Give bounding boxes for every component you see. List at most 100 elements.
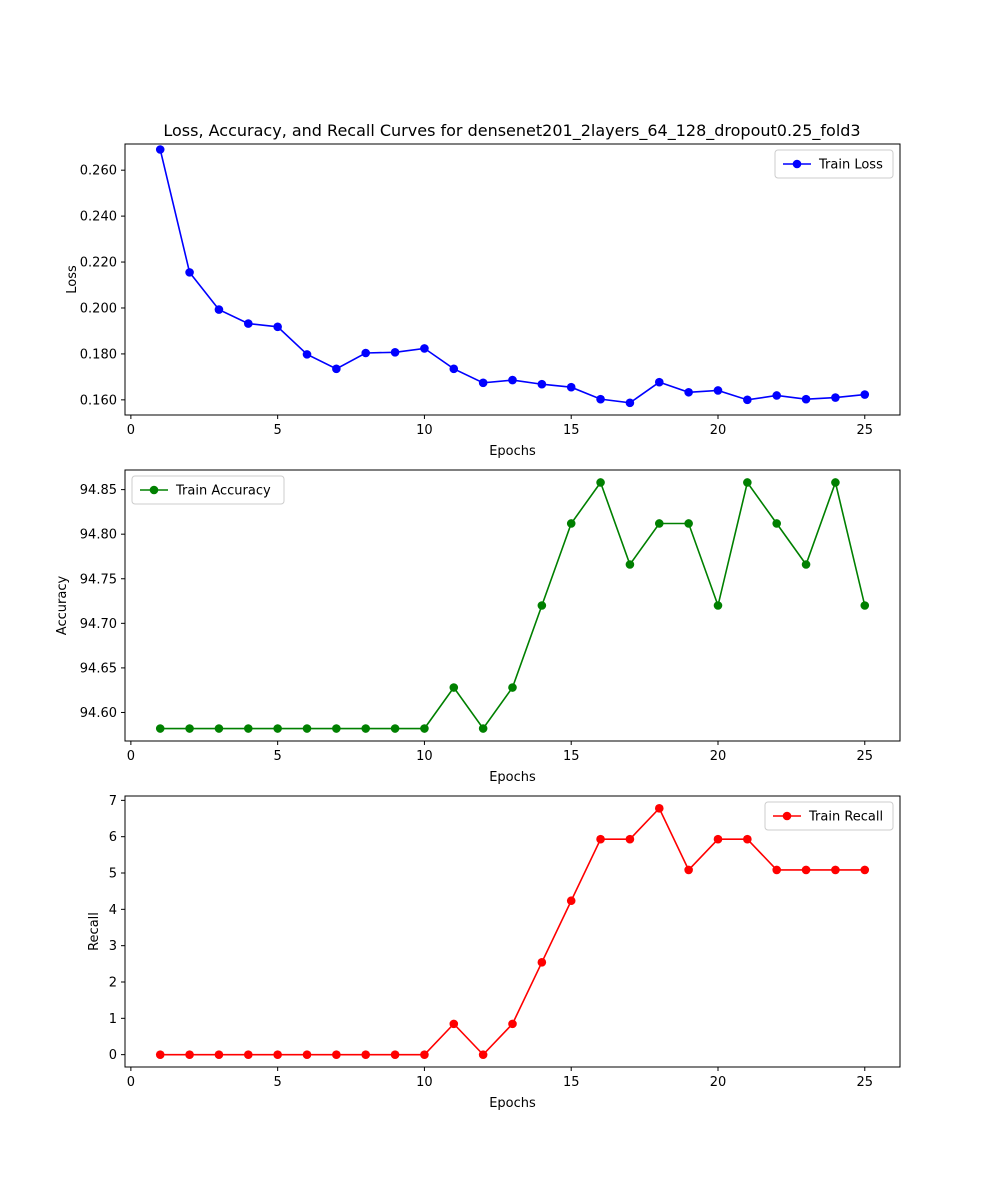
figure-title: Loss, Accuracy, and Recall Curves for de… (163, 121, 860, 141)
recall-y-axis-label: Recall (87, 912, 102, 951)
recall-axes-frame (124, 795, 901, 1068)
accuracy-x-axis-label: Epochs (489, 770, 536, 785)
accuracy-y-axis-label: Accuracy (55, 576, 70, 636)
recall-legend-box (764, 801, 894, 831)
recall-data-point (420, 1050, 429, 1059)
recall-x-axis-label: Epochs (489, 1096, 536, 1111)
recall-data-point (332, 1050, 341, 1059)
loss-data-point (860, 390, 870, 399)
recall-data-point (302, 1050, 312, 1059)
accuracy-data-point (214, 724, 224, 733)
recall-chart: 0 5 10 15 20 25 0 1 2 3 4 5 6 7 Epochs Recall Train Reca… (87, 794, 901, 1111)
accuracy-axes-frame (124, 469, 901, 742)
recall-data-point (537, 958, 547, 967)
loss-data-point (273, 322, 282, 332)
loss-y-tick-label: 0.180 (80, 347, 117, 362)
accuracy-data-point (243, 724, 253, 733)
recall-data-point (243, 1050, 253, 1059)
loss-x-tick-label: 15 (563, 423, 580, 438)
loss-data-point (420, 344, 429, 353)
accuracy-data-point (302, 724, 312, 733)
recall-data-point (625, 834, 635, 844)
recall-y-tick-label: 0 (109, 1048, 117, 1063)
loss-data-point (390, 348, 400, 357)
loss-data-point (302, 350, 312, 359)
recall-data-point (772, 865, 782, 875)
recall-data-point (801, 865, 811, 875)
accuracy-data-point (537, 601, 547, 610)
accuracy-x-tick-label: 0 (127, 749, 135, 764)
loss-data-point (684, 387, 693, 397)
loss-y-tick-label: 0.240 (80, 210, 117, 225)
recall-x-tick-label: 10 (416, 1075, 433, 1090)
loss-x-tick-label: 20 (710, 423, 727, 438)
accuracy-legend: Train Accuracy (131, 475, 285, 505)
accuracy-data-point (390, 724, 400, 733)
accuracy-y-tick-label: 94.65 (80, 661, 117, 676)
loss-legend-marker (792, 159, 802, 169)
recall-data-point (478, 1050, 488, 1059)
accuracy-data-point (625, 560, 635, 569)
loss-data-point (831, 393, 840, 402)
accuracy-legend-marker (149, 485, 159, 495)
accuracy-data-point (566, 519, 576, 528)
accuracy-legend-label: Train Accuracy (175, 484, 271, 499)
accuracy-data-point (684, 519, 693, 528)
loss-y-tick-label: 0.160 (80, 393, 117, 408)
loss-x-axis-label: Epochs (489, 444, 536, 459)
accuracy-x-tick-label: 10 (416, 749, 433, 764)
accuracy-x-tick-label: 15 (563, 749, 580, 764)
loss-data-point (537, 379, 547, 389)
accuracy-data-point (801, 560, 811, 569)
loss-data-point (596, 394, 605, 404)
recall-x-tick-label: 25 (856, 1075, 873, 1090)
loss-legend: Train Loss (774, 149, 894, 179)
loss-data-point (566, 382, 576, 392)
accuracy-data-point (185, 724, 194, 733)
recall-data-point (361, 1050, 371, 1059)
accuracy-data-point (508, 683, 517, 692)
recall-data-point (185, 1050, 194, 1059)
recall-y-tick-label: 3 (109, 939, 117, 954)
accuracy-data-point (596, 478, 605, 487)
accuracy-data-point (155, 724, 165, 733)
recall-data-point (654, 804, 664, 813)
accuracy-data-point (273, 724, 282, 733)
loss-data-point (155, 145, 165, 154)
accuracy-data-point (449, 683, 459, 692)
recall-data-point (713, 834, 723, 844)
accuracy-x-tick-label: 5 (274, 749, 282, 764)
accuracy-chart: 0 5 10 15 20 25 94.60 94.65 94.70 94.75 94.80 94.85… (55, 469, 901, 785)
recall-x-tick-label: 0 (127, 1075, 135, 1090)
recall-y-tick-label: 1 (109, 1012, 117, 1027)
accuracy-data-point (478, 724, 488, 733)
loss-data-point (625, 398, 635, 408)
loss-x-tick-label: 10 (416, 423, 433, 438)
recall-y-tick-label: 6 (109, 830, 117, 845)
loss-x-tick-label: 0 (127, 423, 135, 438)
loss-data-point (772, 391, 782, 400)
recall-x-tick-label: 20 (710, 1075, 727, 1090)
loss-axes-frame (124, 143, 901, 416)
accuracy-legend-box (131, 475, 285, 505)
loss-data-point (214, 305, 224, 314)
recall-data-point (596, 834, 605, 844)
loss-data-point (332, 364, 341, 374)
recall-data-point (155, 1050, 165, 1059)
loss-data-point (478, 378, 488, 388)
recall-data-point (684, 865, 693, 875)
accuracy-x-tick-label: 25 (856, 749, 873, 764)
recall-x-tick-label: 5 (274, 1075, 282, 1090)
recall-data-point (390, 1050, 400, 1059)
loss-data-point (185, 268, 194, 277)
recall-y-tick-label: 5 (109, 867, 117, 882)
accuracy-data-point (713, 601, 723, 610)
recall-data-point (566, 896, 576, 906)
accuracy-y-tick-label: 94.85 (80, 483, 117, 498)
accuracy-data-point (772, 519, 782, 528)
loss-legend-box (774, 149, 894, 179)
recall-data-point (508, 1019, 517, 1029)
accuracy-data-point (860, 601, 870, 610)
accuracy-data-point (743, 478, 752, 487)
